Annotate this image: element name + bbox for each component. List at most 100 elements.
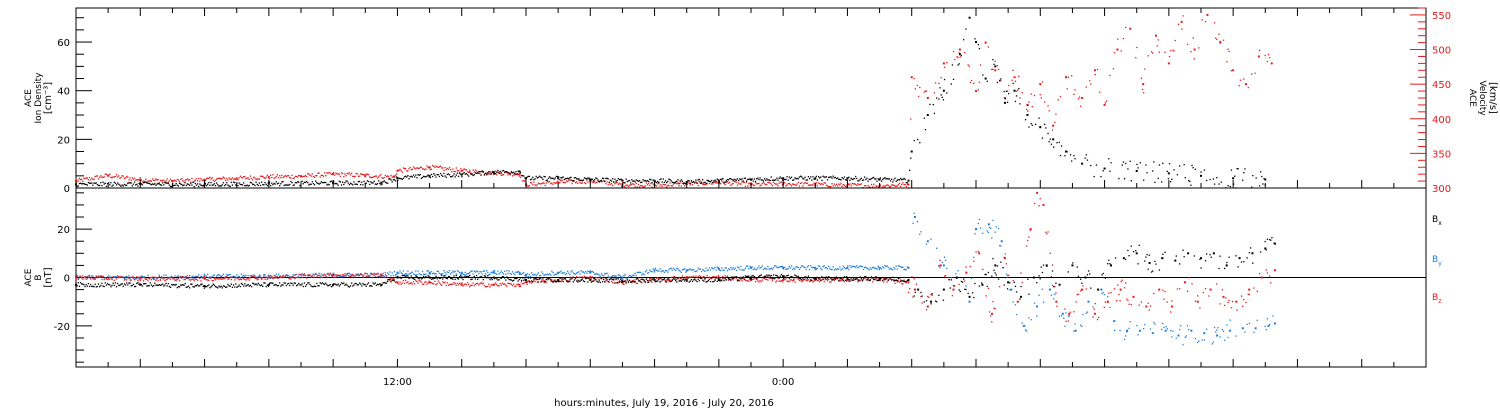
- density-sample: [164, 181, 166, 184]
- velocity-sample: [610, 183, 613, 185]
- velocity-sample: [270, 174, 272, 176]
- velocity-sample: [1254, 72, 1256, 74]
- bx-sample: [371, 285, 373, 287]
- velocity-sample: [795, 184, 797, 187]
- by-sample: [437, 270, 439, 273]
- density-sample: [542, 178, 544, 181]
- by-sample: [628, 274, 631, 277]
- velocity-sample: [753, 184, 756, 187]
- bz-sample: [223, 277, 226, 280]
- bz-sample: [338, 274, 340, 277]
- bx-sample: [75, 286, 77, 288]
- velocity-sample: [462, 169, 464, 171]
- density-sample: [408, 178, 410, 180]
- by-sample: [448, 270, 451, 272]
- velocity-sample: [739, 183, 741, 185]
- density-sample: [1229, 185, 1231, 188]
- bz-sample: [174, 279, 176, 281]
- bx-sample: [500, 277, 502, 279]
- by-sample: [388, 273, 390, 275]
- by-sample: [1030, 319, 1032, 321]
- density-sample: [715, 180, 717, 182]
- density-sample: [114, 182, 117, 184]
- velocity-point: [910, 76, 913, 79]
- bx-sample: [555, 281, 558, 283]
- by-sample: [874, 267, 876, 270]
- velocity-sample: [364, 176, 366, 178]
- velocity-sample: [176, 178, 178, 181]
- bx-sample: [961, 281, 964, 283]
- bx-sample: [362, 282, 364, 285]
- bx-sample: [130, 285, 132, 287]
- density-sample: [507, 172, 509, 174]
- bz-sample: [78, 277, 81, 279]
- field-axis-title: B: [34, 274, 44, 280]
- by-sample: [1085, 312, 1087, 314]
- by-sample: [705, 267, 707, 269]
- bz-sample: [363, 274, 365, 276]
- bx-sample: [1013, 281, 1015, 283]
- by-sample: [97, 275, 100, 277]
- velocity-sample: [733, 180, 735, 183]
- bz-sample: [848, 280, 850, 282]
- bz-point: [589, 276, 592, 279]
- bx-sample: [193, 286, 195, 288]
- velocity-sample: [121, 175, 123, 177]
- bx-sample: [87, 282, 90, 285]
- by-sample: [392, 274, 394, 277]
- bx-sample: [173, 283, 175, 286]
- velocity-sample: [571, 182, 573, 185]
- velocity-sample: [801, 182, 803, 184]
- velocity-sample: [1243, 78, 1245, 80]
- bx-sample: [223, 285, 226, 287]
- by-sample: [857, 267, 859, 269]
- density-sample: [658, 181, 660, 184]
- bx-sample: [897, 277, 900, 280]
- density-sample: [354, 183, 356, 185]
- velocity-sample: [868, 186, 870, 188]
- velocity-sample: [285, 175, 288, 178]
- bx-sample: [316, 282, 318, 285]
- velocity-sample: [439, 165, 442, 168]
- by-sample: [734, 267, 736, 269]
- bz-sample: [1166, 301, 1168, 303]
- by-sample: [1201, 339, 1203, 341]
- density-sample: [194, 182, 196, 185]
- density-point: [396, 177, 399, 180]
- velocity-sample: [492, 173, 495, 176]
- density-sample: [541, 177, 543, 179]
- bx-sample: [735, 276, 738, 278]
- bz-sample: [293, 277, 295, 279]
- bx-sample: [886, 277, 888, 279]
- bz-sample: [615, 279, 617, 281]
- bx-sample: [552, 281, 554, 283]
- bz-sample: [294, 274, 297, 276]
- bx-sample: [478, 276, 480, 279]
- velocity-sample: [238, 177, 240, 179]
- bz-sample: [110, 277, 112, 279]
- velocity-sample: [526, 185, 528, 187]
- bz-sample: [1046, 233, 1048, 235]
- density-sample: [214, 185, 217, 187]
- by-sample: [127, 277, 129, 279]
- velocity-sample: [594, 181, 596, 183]
- velocity-sample: [362, 173, 364, 176]
- by-sample: [670, 267, 672, 270]
- bx-sample: [559, 280, 561, 282]
- velocity-sample: [514, 174, 516, 176]
- density-sample: [556, 175, 559, 178]
- density-sample: [401, 178, 403, 181]
- bz-sample: [335, 274, 337, 276]
- bz-sample: [912, 296, 914, 298]
- by-sample: [814, 269, 816, 271]
- density-sample: [329, 181, 331, 183]
- velocity-point: [1142, 83, 1145, 86]
- density-sample: [205, 184, 208, 187]
- bz-point: [965, 271, 968, 274]
- bz-sample: [262, 277, 264, 279]
- velocity-sample: [95, 175, 97, 177]
- velocity-sample: [171, 179, 173, 182]
- bz-sample: [608, 281, 610, 283]
- by-sample: [677, 268, 679, 270]
- bx-sample: [671, 279, 673, 281]
